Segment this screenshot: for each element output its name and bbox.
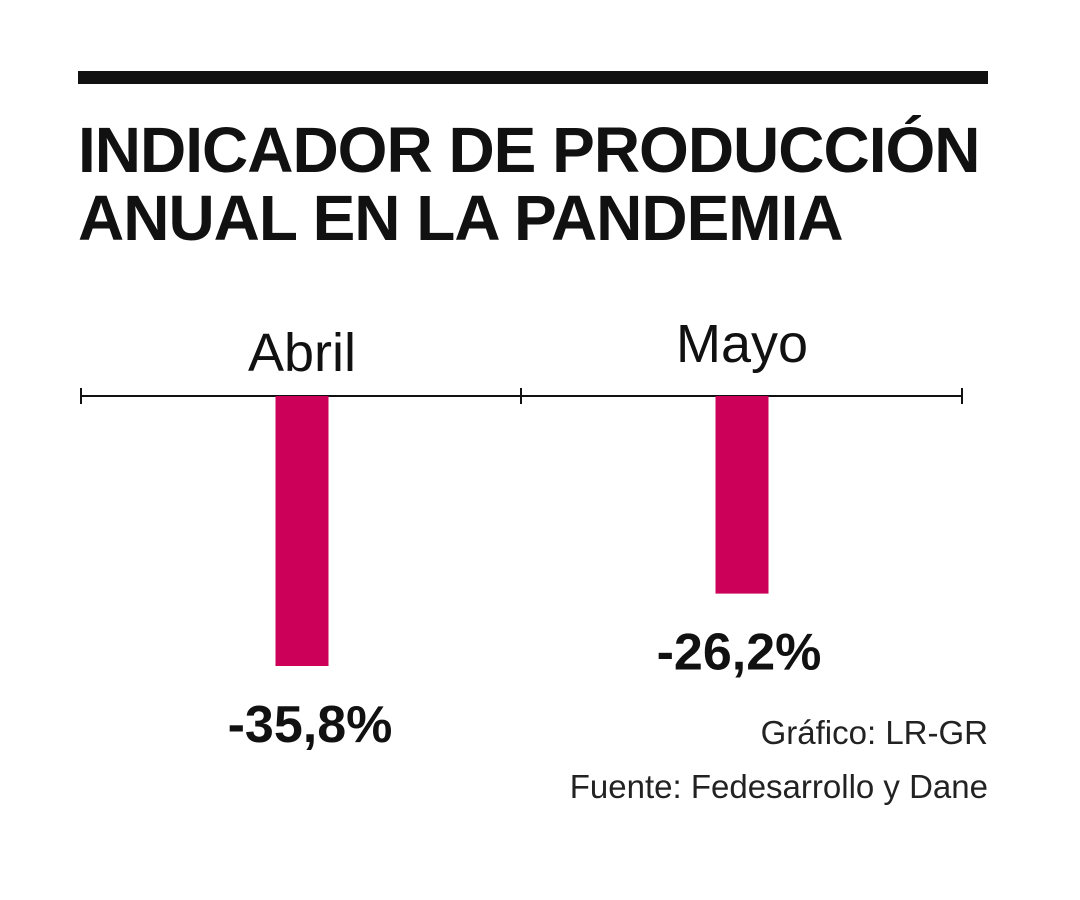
top-rule — [78, 71, 988, 84]
category-label-abril: Abril — [248, 323, 356, 383]
bar-abril — [275, 396, 329, 666]
x-axis — [80, 388, 963, 404]
bar-mayo — [715, 396, 769, 594]
value-label-mayo: -26,2% — [657, 624, 822, 682]
bars-group: Abril -35,8% Mayo -26,2% — [228, 314, 822, 754]
chart-title: INDICADOR DE PRODUCCIÓN ANUAL EN LA PAND… — [78, 114, 980, 254]
category-label-mayo: Mayo — [676, 314, 808, 374]
source-credit: Fuente: Fedesarrollo y Dane — [569, 768, 988, 805]
credits: Gráfico: LR-GR Fuente: Fedesarrollo y Da… — [570, 706, 988, 814]
graphic-credit: Gráfico: LR-GR — [760, 714, 988, 751]
value-label-abril: -35,8% — [228, 696, 393, 754]
